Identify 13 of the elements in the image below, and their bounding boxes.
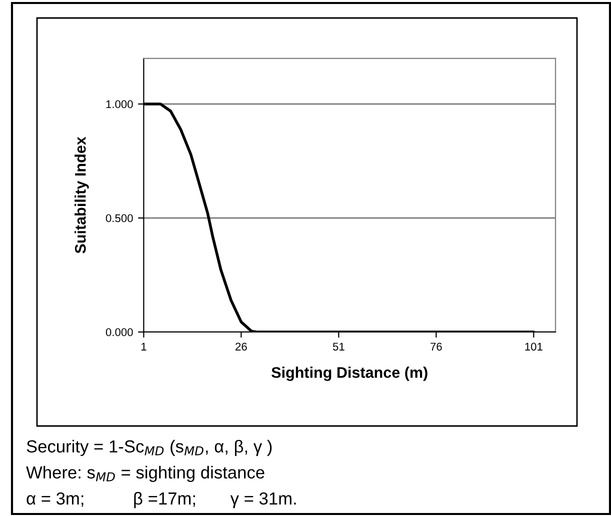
y-tick-label: 0.500	[106, 214, 133, 222]
x-tick-label: 76	[430, 342, 442, 351]
x-axis-title: Sighting Distance (m)	[272, 366, 428, 381]
text: Where: s$_{MD}$ = sighting distance	[26, 466, 264, 482]
text: α = 3m; β =17m; γ = 31m.	[26, 492, 296, 508]
y-tick-label: 0.000	[106, 328, 133, 336]
x-tick-label: 101	[525, 342, 542, 351]
x-tick-label: 26	[236, 342, 247, 351]
text: Security = 1-Sc$_{MD}$ (s$_{MD}$, α, β, γ )	[26, 440, 272, 456]
x-tick-label: 1	[141, 342, 146, 350]
y-axis-title: Suitability Index	[74, 136, 89, 254]
x-tick-label: 51	[332, 342, 344, 351]
y-tick-label: 1.000	[106, 100, 133, 108]
